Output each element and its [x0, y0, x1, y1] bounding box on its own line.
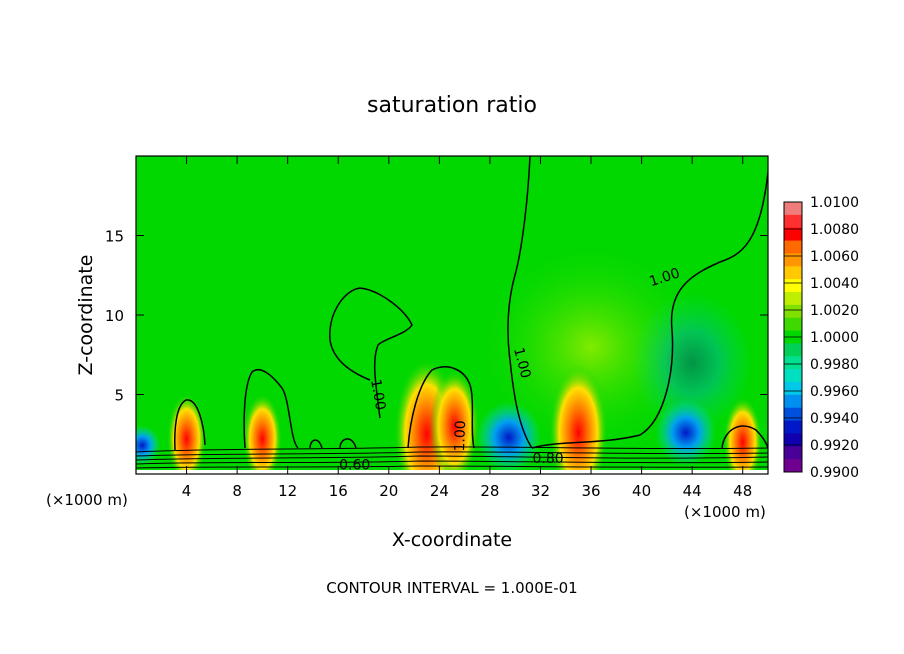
colorbar-swatch-9	[784, 317, 802, 332]
contour-label-group-3: 1.00	[452, 420, 469, 452]
colorbar-swatch-3	[784, 240, 802, 254]
x-tick-label-1: 8	[232, 482, 242, 500]
x-tick-label-7: 32	[531, 482, 550, 500]
x-unit-right: (×1000 m)	[684, 503, 766, 521]
contour-label-group-2: 1.00	[367, 378, 388, 411]
colorbar-swatch-0	[784, 202, 802, 216]
colorbar-swatch-17	[784, 420, 802, 434]
x-tick-label-9: 40	[632, 482, 651, 500]
warm-spot-3	[429, 369, 480, 474]
warm-spot-4	[548, 363, 608, 474]
colorbar-swatch-14	[784, 382, 802, 396]
colorbar-label-1: 1.0080	[810, 222, 859, 238]
y-axis-label: Z-coordinate	[75, 255, 97, 376]
colorbar-swatch-7	[784, 292, 802, 306]
contour-label-3: 1.00	[452, 420, 469, 452]
colorbar-label-8: 0.9940	[810, 411, 859, 427]
x-unit-left: (×1000 m)	[46, 491, 128, 509]
chart-title: saturation ratio	[367, 93, 537, 118]
contour-interval-note: CONTOUR INTERVAL = 1.000E-01	[326, 579, 577, 597]
colorbar-label-3: 1.0040	[810, 276, 859, 292]
colorbar-swatch-18	[784, 433, 802, 447]
x-tick-label-8: 36	[581, 482, 600, 500]
contour-label-group-1: 1.00	[510, 346, 534, 380]
y-axis: 5 10 15	[105, 228, 768, 405]
warm-spot-0	[166, 393, 207, 474]
contour-label-5: 0.80	[532, 451, 563, 467]
cool-spot-1	[655, 399, 717, 467]
x-axis-label: X-coordinate	[392, 529, 512, 551]
colorbar-swatch-5	[784, 266, 802, 280]
colorbar-swatch-13	[784, 369, 802, 383]
plot-area: 1.001.001.001.000.60 0.80	[136, 156, 768, 474]
field-cool-haze	[632, 292, 753, 433]
contour-label-group-5: 0.80	[532, 451, 563, 467]
colorbar-label-2: 1.0060	[810, 249, 859, 265]
contour-label-4: 0.60	[339, 457, 370, 473]
colorbar-label-6: 0.9980	[810, 357, 859, 373]
contour-lines	[174, 156, 768, 451]
colorbar-swatch-20	[784, 459, 802, 473]
contour-label-group-4: 0.60	[339, 457, 370, 473]
y-tick-label-1: 10	[105, 307, 124, 325]
x-tick-label-0: 4	[182, 482, 192, 500]
x-tick-label-6: 28	[480, 482, 499, 500]
surface-contours	[136, 446, 768, 469]
colorbar-label-4: 1.0020	[810, 303, 859, 319]
colorbar-label-0: 1.0100	[810, 195, 859, 211]
colorbar-swatch-2	[784, 227, 802, 242]
x-tick-label-2: 12	[278, 482, 297, 500]
x-tick-label-5: 24	[430, 482, 449, 500]
colorbar-swatch-11	[784, 343, 802, 357]
x-axis: 4 8 12 16 20 24 28 32 36 40 44 48	[182, 156, 752, 500]
x-tick-label-11: 48	[733, 482, 752, 500]
y-tick-label-0: 5	[114, 387, 124, 405]
x-tick-label-10: 44	[683, 482, 702, 500]
x-tick-label-4: 20	[379, 482, 398, 500]
x-tick-label-3: 16	[329, 482, 348, 500]
contour-label-2: 1.00	[367, 378, 388, 411]
colorbar-swatch-15	[784, 394, 802, 409]
colorbar-label-5: 1.0000	[810, 330, 859, 346]
colorbar-swatch-6	[784, 279, 802, 293]
colorbar-label-9: 0.9920	[810, 438, 859, 454]
colorbar-swatch-8	[784, 304, 802, 319]
colorbar-swatch-19	[784, 446, 802, 460]
colorbar-label-7: 0.9960	[810, 384, 859, 400]
warm-spot-5	[723, 396, 763, 474]
contour-label-1: 1.00	[510, 346, 534, 380]
colorbar-swatch-4	[784, 253, 802, 267]
colorbar: 1.0100 1.0080 1.0060 1.0040 1.0020 1.0000 0.99…	[783, 195, 859, 481]
y-tick-label-2: 15	[105, 228, 124, 246]
colorbar-swatch-12	[784, 356, 802, 370]
cool-spot-0	[476, 401, 542, 474]
colorbar-label-10: 0.9900	[810, 465, 859, 481]
colorbar-swatch-1	[784, 214, 802, 229]
colorbar-swatch-16	[784, 407, 802, 422]
